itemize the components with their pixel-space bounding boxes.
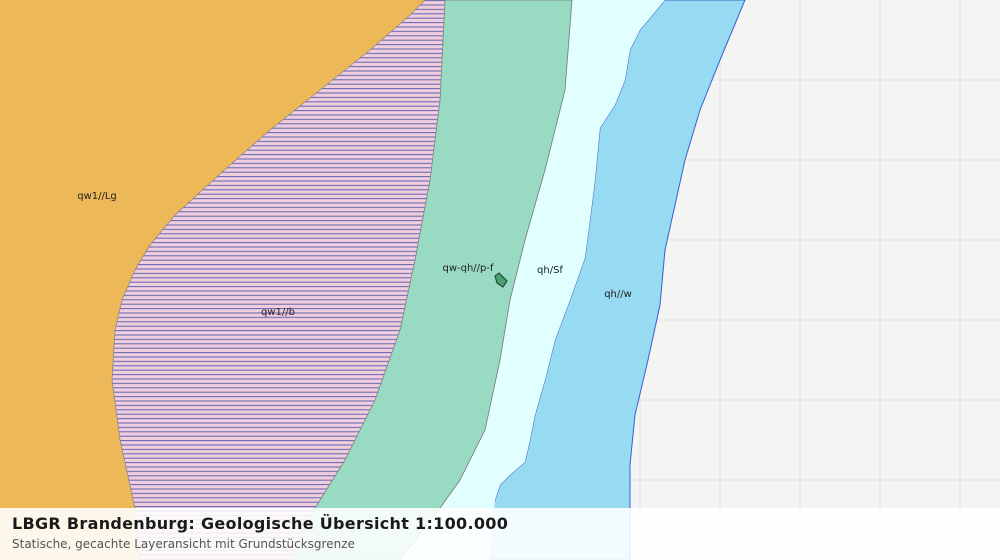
footer-subtitle: Statische, gecachte Layeransicht mit Gru… (12, 537, 355, 551)
map-label: qw-qh//p-f (442, 263, 494, 274)
map-label: qh//w (604, 289, 632, 300)
map-label: qw1//Lg (77, 191, 117, 202)
parcel[interactable] (494, 272, 508, 288)
unit-hatched (111, 0, 446, 560)
unit-orange (0, 0, 425, 560)
unit-cyan (400, 0, 665, 560)
footer: LBGR Brandenburg: Geologische Übersicht … (0, 508, 1000, 560)
footer-title: LBGR Brandenburg: Geologische Übersicht … (12, 514, 509, 533)
map-label: qh/Sf (537, 265, 563, 276)
map-label: qw1//b (261, 307, 295, 318)
